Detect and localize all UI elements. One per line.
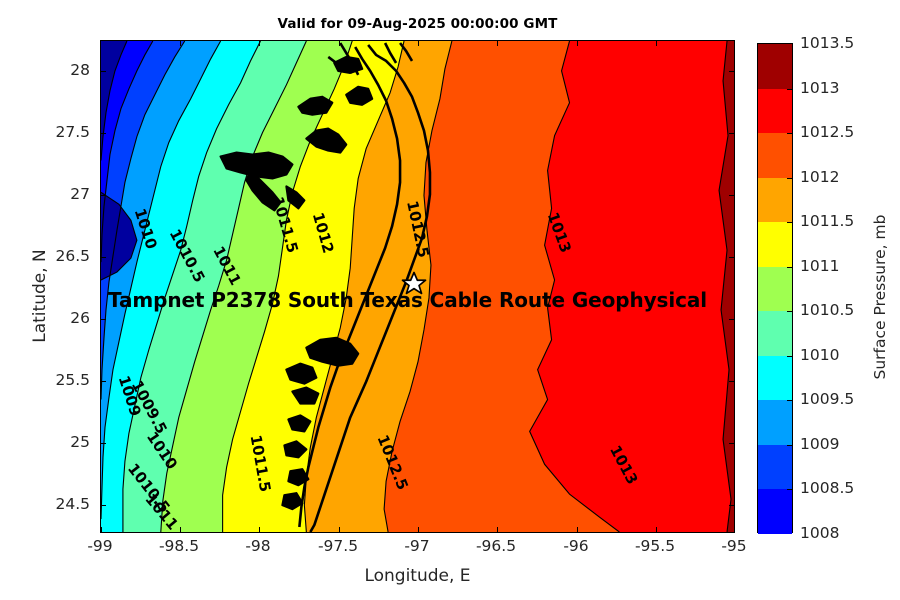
colorbar-tick-mark: [787, 355, 793, 357]
colorbar-tick-label: 1011.5: [800, 212, 855, 231]
xtick-mark-top: [339, 41, 340, 46]
ytick-mark-right: [729, 381, 734, 382]
colorbar-tick-mark: [787, 489, 793, 491]
contour-plot: 1010 1010.5 1011 1011.5 1012 1012.5 1013…: [100, 40, 735, 533]
xtick-label: -98: [245, 537, 271, 555]
colorbar-tick-label: 1012.5: [800, 123, 855, 142]
ytick-mark: [101, 195, 106, 196]
xtick-mark-top: [577, 41, 578, 46]
colorbar-title: Surface Pressure, mb: [871, 214, 889, 380]
colorbar-tick-label: 1009: [800, 434, 840, 453]
xtick-mark-top: [418, 41, 419, 46]
colorbar-tick-mark: [787, 88, 793, 90]
ytick-label: 25: [70, 433, 90, 451]
colorbar[interactable]: [757, 43, 793, 534]
colorbar-tick-mark: [787, 311, 793, 313]
colorbar-band-1009: [758, 400, 792, 445]
y-axis-title: Latitude, N: [30, 249, 50, 343]
colorbar-band-1012: [758, 133, 792, 178]
ytick-mark: [101, 71, 106, 72]
xtick-mark: [734, 527, 735, 532]
cable-route-label: Tampnet P2378 South Texas Cable Route Ge…: [108, 288, 708, 312]
xtick-mark: [259, 527, 260, 532]
ytick-mark: [101, 505, 106, 506]
colorbar-tick-label: 1010: [800, 345, 840, 364]
colorbar-tick-mark: [787, 177, 793, 179]
colorbar-band-1010.5: [758, 266, 792, 312]
xtick-label: -99: [87, 537, 113, 555]
colorbar-tick-label: 1013: [800, 78, 840, 97]
xtick-mark: [101, 527, 102, 532]
ytick-label: 28: [70, 61, 90, 79]
xtick-mark-top: [259, 41, 260, 46]
colorbar-tick-label: 1009.5: [800, 390, 855, 409]
ytick-label: 25.5: [55, 371, 90, 389]
xtick-mark: [339, 527, 340, 532]
ytick-mark: [101, 381, 106, 382]
colorbar-band-1008.5: [758, 444, 792, 490]
xtick-label: -96: [563, 537, 589, 555]
colorbar-band-1013: [758, 44, 792, 89]
ytick-label: 27: [70, 185, 90, 203]
band-1008: [101, 41, 127, 161]
ytick-label: 27.5: [55, 123, 90, 141]
colorbar-tick-label: 1010.5: [800, 301, 855, 320]
coastal-inlets: [219, 55, 374, 511]
xtick-mark: [418, 527, 419, 532]
xtick-label: -95.5: [634, 537, 676, 555]
xtick-mark-top: [497, 41, 498, 46]
page-title: Valid for 09-Aug-2025 00:00:00 GMT: [277, 16, 558, 32]
colorbar-tick-label: 1008.5: [800, 479, 855, 498]
xtick-mark-top: [656, 41, 657, 46]
ytick-mark-right: [729, 505, 734, 506]
ytick-mark: [101, 257, 106, 258]
colorbar-band-1009.5: [758, 355, 792, 401]
colorbar-band-1011.5: [758, 177, 792, 223]
xtick-label: -97.5: [317, 537, 359, 555]
xtick-mark: [180, 527, 181, 532]
xtick-label: -95: [721, 537, 747, 555]
colorbar-band-1012.5: [758, 88, 792, 134]
band-1008-pocket: [101, 192, 137, 281]
ytick-mark-right: [729, 443, 734, 444]
ytick-mark-right: [729, 133, 734, 134]
colorbar-tick-label: 1011: [800, 256, 840, 275]
x-axis-title: Longitude, E: [364, 566, 471, 586]
xtick-mark: [497, 527, 498, 532]
ytick-mark: [101, 443, 106, 444]
ytick-mark: [101, 319, 106, 320]
band-1008.5: [101, 41, 153, 263]
xtick-mark: [656, 527, 657, 532]
ytick-mark: [101, 133, 106, 134]
colorbar-tick-mark: [787, 266, 793, 268]
band-1009: [101, 41, 185, 400]
colorbar-band-1011: [758, 222, 792, 267]
station-star-marker: [401, 271, 427, 295]
colorbar-tick-mark: [787, 222, 793, 224]
colorbar-tick-label: 1008: [800, 524, 840, 542]
colorbar-band-1008: [758, 489, 792, 534]
colorbar-tick-mark: [787, 133, 793, 135]
xtick-label: -98.5: [158, 537, 200, 555]
ytick-mark-right: [729, 71, 734, 72]
contour-field: 1010 1010.5 1011 1011.5 1012 1012.5 1013…: [101, 41, 734, 532]
ytick-label: 26.5: [55, 247, 90, 265]
colorbar-tick-label: 1012: [800, 167, 840, 186]
colorbar-tick-mark: [787, 444, 793, 446]
xtick-mark-top: [180, 41, 181, 46]
colorbar-tick-mark: [787, 400, 793, 402]
colorbar-band-1010: [758, 311, 792, 356]
ytick-mark-right: [729, 319, 734, 320]
ytick-label: 26: [70, 309, 90, 327]
xtick-mark: [577, 527, 578, 532]
xtick-label: -97: [404, 537, 430, 555]
ytick-label: 24.5: [55, 495, 90, 513]
colorbar-tick-label: 1013.5: [800, 34, 855, 52]
xtick-label: -96.5: [475, 537, 517, 555]
ytick-mark-right: [729, 257, 734, 258]
contour-lines: [101, 41, 732, 532]
ytick-mark-right: [729, 195, 734, 196]
